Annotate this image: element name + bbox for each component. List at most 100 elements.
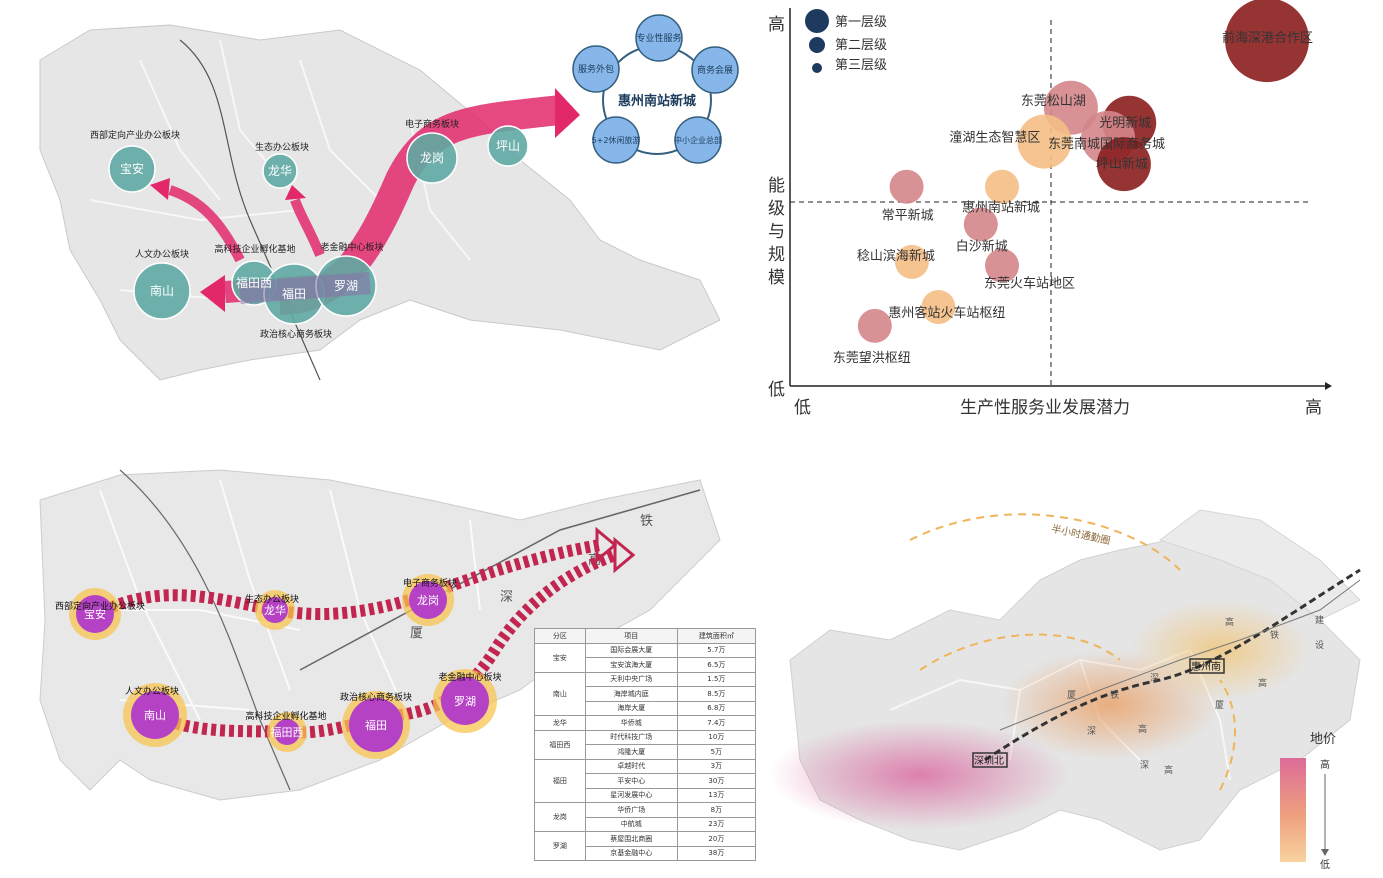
node-futian-label: 福田 (282, 286, 306, 301)
bubble-chart: 高 低 低 高 生产性服务业发展潜力 能 级 与 规 模 第一层级 第二层级 第… (768, 0, 1332, 418)
rail4-char-9: 厦 (1215, 700, 1224, 711)
legend-arrow-head (1321, 849, 1329, 856)
label2-human: 人文办公板块 (125, 685, 179, 697)
label2-ecom: 电子商务板块 (403, 577, 457, 589)
station-huizhou-south: 惠州南 (1191, 660, 1221, 673)
table-row: 福田 卓越时代 3万 (534, 758, 757, 803)
table-row: 海岸城内庭 8.5万 (535, 686, 757, 702)
node2-baoan-circle (76, 595, 114, 633)
table-cell-area: 7.4万 (676, 715, 757, 731)
x-axis-arrow (1325, 382, 1332, 390)
table-cell-zone: 福田 (534, 758, 586, 803)
label-hitech: 高科技企业孵化基地 (214, 243, 295, 255)
hub-title: 惠州南站新城 (618, 93, 696, 109)
table-cell-project: 海岸大厦 (584, 700, 678, 716)
node2-longgang-label: 龙岗 (417, 594, 439, 607)
node-nanshan-label: 南山 (150, 283, 174, 298)
station-huizhou-south-box (1189, 658, 1225, 674)
hub-node-2-label: 商务会展 (697, 64, 733, 76)
bubble-12 (921, 290, 956, 325)
table-cell-area: 6.5万 (676, 657, 757, 673)
half-hour-arc-1 (909, 513, 1181, 571)
table-cell-area: 8.5万 (676, 686, 757, 702)
rail4-char-8: 高 (1138, 723, 1147, 735)
table-cell-area: 5万 (676, 744, 757, 760)
rail4-char-10: 深 (1140, 760, 1149, 771)
table-row: 龙华 华侨城 7.4万 (534, 715, 757, 731)
legend-title-land-price: 地价 (1310, 732, 1336, 747)
node-pingshan-label: 坪山 (496, 139, 520, 153)
bubble-11 (985, 248, 1019, 283)
band-north-head (595, 526, 618, 564)
node2-baoan-label: 宝安 (84, 607, 106, 621)
label2-west: 西部定向产业办公板块 (55, 600, 145, 612)
bubble-label-2: 东莞松山湖 (1021, 94, 1086, 109)
arrow-east-head (555, 88, 580, 138)
table-cell-project: 卓越时代 (584, 758, 678, 774)
x-low-label: 低 (794, 398, 811, 418)
node2-luohu-label: 罗湖 (454, 695, 476, 708)
bubble-label-5: 潼湖生态智慧区 (949, 130, 1040, 146)
table-cell-project: 国际会展大厦 (584, 642, 678, 658)
table-cell-project: 华侨广场 (584, 802, 678, 818)
table-cell-project: 京基金融中心 (584, 845, 678, 861)
legend: 第一层级 第二层级 第三层级 (805, 9, 887, 73)
bubble-13 (857, 308, 892, 343)
table-cell-area: 8万 (676, 802, 757, 818)
node-longgang-label: 龙岗 (420, 151, 444, 165)
rail4-char-11: 高 (1164, 764, 1173, 776)
bubble-10 (894, 244, 929, 279)
node-longgang-circle (406, 132, 458, 184)
table-cell-area: 3万 (676, 758, 757, 774)
land-price-legend-bar (1280, 758, 1306, 862)
half-hour-arc-3 (1219, 679, 1236, 791)
table-cell-area: 5.7万 (676, 642, 757, 658)
rail-line (179, 39, 321, 381)
rail4-char-13: 高 (1258, 677, 1267, 689)
map-district-lines (89, 39, 471, 301)
arrow-baoan (168, 185, 245, 263)
x-high-label: 高 (1305, 398, 1322, 418)
bubble-label-12: 惠州客站火车站枢纽 (888, 305, 1005, 321)
y-title-char-1: 能 (768, 176, 785, 196)
half-hour-arc-2 (919, 633, 1121, 671)
table-cell-project: 星河发展中心 (584, 787, 678, 803)
hub-node-2-circle (691, 46, 739, 94)
table-cell-project: 华侨城 (584, 715, 678, 731)
rail4-char-5: 建 (1315, 614, 1324, 626)
price-yellow-zone (1130, 600, 1310, 700)
node2-nanshan-label: 南山 (144, 709, 166, 722)
node2-futianxi-label: 福田西 (271, 725, 304, 739)
arrow-longhua-head (285, 185, 306, 200)
table-cell-project: 鸿隆大厦 (584, 744, 678, 760)
node2-longhua-label: 龙华 (264, 603, 286, 617)
arrow-west-head (200, 275, 225, 312)
table-cell-area: 6.8万 (676, 700, 757, 716)
rail4-char-12: 铁 (1110, 689, 1119, 701)
legend-high: 高 (1320, 758, 1330, 771)
arrow-longhua (290, 198, 325, 257)
legend-marker-1 (805, 9, 829, 33)
node-futianxi-label: 福田西 (236, 275, 272, 290)
table-cell-zone: 罗湖 (534, 831, 586, 861)
arrow-baoan-head (150, 178, 170, 200)
hub-node-5-label: 服务外包 (578, 63, 614, 75)
label2-eco: 生态办公板块 (245, 593, 299, 605)
rail-char-2: 深 (500, 590, 513, 605)
node-baoan-circle (108, 145, 156, 193)
node-nanshan-circle (133, 262, 191, 320)
table-row: 海岸大厦 6.8万 (535, 700, 757, 716)
y-high-label: 高 (768, 15, 785, 35)
hub-node-5-circle (572, 45, 620, 93)
rail4-char-4: 铁 (1270, 629, 1279, 641)
node-luohu-label: 罗湖 (334, 278, 358, 293)
table-header-project: 项目 (584, 628, 678, 644)
table-row: 罗湖 蔡屋围北商圈 20万 (534, 831, 757, 861)
table-header-area: 建筑面积㎡ (676, 628, 757, 644)
rail4-char-6: 设 (1315, 640, 1324, 651)
bubble-label-9: 白沙新城 (956, 238, 1008, 254)
hsr-line (299, 489, 701, 671)
legend-marker-3 (812, 63, 822, 73)
hub-node-3-circle (674, 116, 722, 164)
band-north (92, 539, 601, 621)
